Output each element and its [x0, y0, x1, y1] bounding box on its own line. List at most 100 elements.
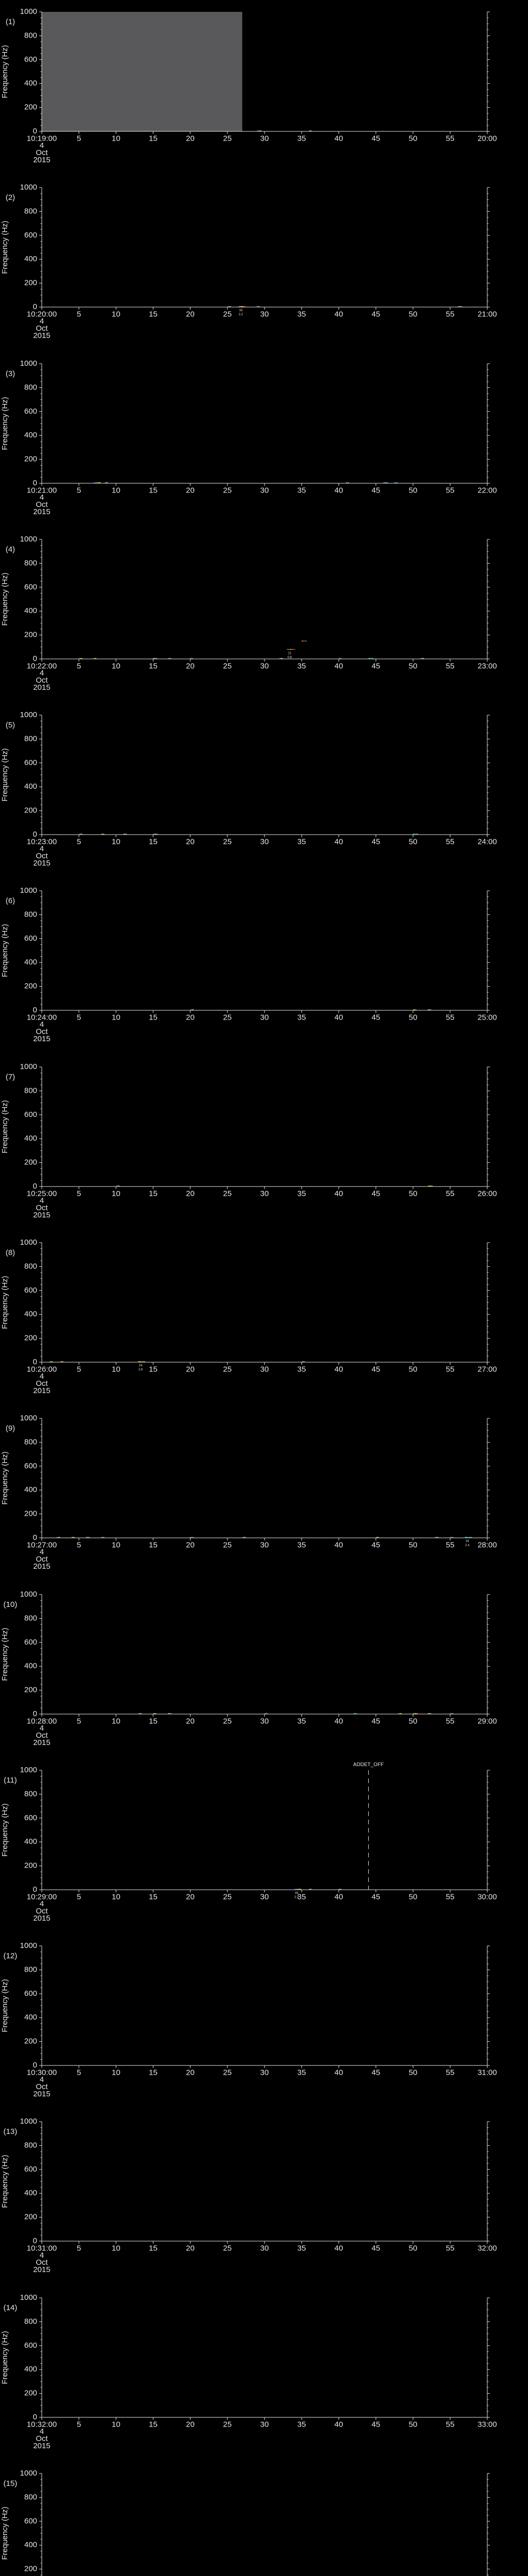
svg-text:20: 20: [186, 1717, 195, 1725]
svg-text:200: 200: [24, 454, 37, 463]
svg-text:25: 25: [223, 134, 232, 143]
svg-text:(9): (9): [6, 1424, 15, 1433]
svg-text:20: 20: [186, 662, 195, 670]
svg-text:50: 50: [409, 2068, 418, 2077]
svg-text:40: 40: [335, 1541, 343, 1550]
svg-text:45: 45: [372, 662, 381, 670]
svg-text:200: 200: [24, 1685, 37, 1694]
svg-text:800: 800: [24, 1789, 37, 1798]
svg-text:35: 35: [298, 2244, 306, 2253]
svg-text:2015: 2015: [33, 1914, 50, 1923]
svg-text:10: 10: [112, 1189, 121, 1198]
svg-text:10: 10: [112, 2244, 121, 2253]
svg-text:15: 15: [149, 1541, 158, 1550]
svg-text:1000: 1000: [20, 2469, 37, 2478]
svg-text:200: 200: [24, 1861, 37, 1870]
svg-text:30: 30: [260, 1541, 269, 1550]
svg-text:30: 30: [260, 134, 269, 143]
svg-text:400: 400: [24, 431, 37, 439]
svg-text:0.8: 0.8: [288, 656, 292, 659]
svg-text:20: 20: [186, 2244, 195, 2253]
svg-text:800: 800: [24, 1086, 37, 1095]
svg-text:45: 45: [372, 1892, 381, 1901]
svg-text:11: 11: [288, 652, 292, 655]
svg-text:40: 40: [335, 838, 343, 846]
svg-text:10: 10: [112, 486, 121, 495]
svg-text:40: 40: [335, 1365, 343, 1374]
svg-text:2015: 2015: [33, 2441, 50, 2450]
svg-text:400: 400: [24, 782, 37, 791]
svg-text:1000: 1000: [20, 1766, 37, 1774]
svg-text:400: 400: [24, 2013, 37, 2022]
svg-text:5: 5: [77, 662, 81, 670]
svg-text:5: 5: [77, 1189, 81, 1198]
svg-text:2015: 2015: [33, 2265, 50, 2274]
svg-text:10: 10: [112, 1365, 121, 1374]
svg-text:(12): (12): [4, 1952, 18, 1960]
svg-text:30:00: 30:00: [477, 1892, 497, 1901]
svg-text:600: 600: [24, 1814, 37, 1822]
svg-text:800: 800: [24, 2141, 37, 2150]
svg-text:1000: 1000: [20, 2293, 37, 2302]
svg-text:600: 600: [24, 2165, 37, 2174]
svg-text:55: 55: [446, 662, 455, 670]
svg-text:50: 50: [409, 2420, 418, 2429]
svg-text:15: 15: [149, 1189, 158, 1198]
svg-text:50: 50: [409, 134, 418, 143]
svg-text:45: 45: [372, 1013, 381, 1022]
svg-text:25: 25: [223, 1541, 232, 1550]
svg-text:10: 10: [112, 838, 121, 846]
svg-text:1000: 1000: [20, 2117, 37, 2126]
svg-text:15: 15: [149, 2244, 158, 2253]
svg-text:55: 55: [446, 838, 455, 846]
svg-text:2015: 2015: [33, 156, 50, 164]
svg-text:35: 35: [298, 2420, 306, 2429]
svg-text:2015: 2015: [33, 683, 50, 692]
svg-text:200: 200: [24, 1510, 37, 1518]
svg-text:400: 400: [24, 2189, 37, 2198]
svg-text:200: 200: [24, 982, 37, 991]
svg-text:55: 55: [446, 1717, 455, 1725]
svg-text:600: 600: [24, 2341, 37, 2349]
svg-text:5: 5: [77, 2068, 81, 2077]
svg-text:50: 50: [409, 838, 418, 846]
svg-text:45: 45: [372, 2420, 381, 2429]
svg-text:800: 800: [24, 1965, 37, 1974]
svg-text:40: 40: [335, 2068, 343, 2077]
svg-text:15: 15: [149, 2068, 158, 2077]
svg-text:400: 400: [24, 2365, 37, 2374]
svg-text:600: 600: [24, 1989, 37, 1998]
svg-text:35: 35: [298, 486, 306, 495]
svg-text:25: 25: [223, 2244, 232, 2253]
svg-text:25: 25: [223, 1013, 232, 1022]
svg-text:30: 30: [260, 2420, 269, 2429]
svg-text:10: 10: [112, 1892, 121, 1901]
svg-text:16: 16: [239, 309, 243, 312]
svg-text:25: 25: [223, 1365, 232, 1374]
svg-text:15: 15: [149, 310, 158, 319]
svg-text:25: 25: [223, 662, 232, 670]
svg-text:(6): (6): [6, 896, 15, 905]
svg-text:400: 400: [24, 1837, 37, 1846]
svg-text:200: 200: [24, 2037, 37, 2046]
svg-text:5: 5: [77, 2244, 81, 2253]
svg-text:10: 10: [112, 1013, 121, 1022]
svg-text:45: 45: [372, 1189, 381, 1198]
svg-text:30: 30: [260, 1365, 269, 1374]
svg-text:5: 5: [77, 2420, 81, 2429]
svg-text:600: 600: [24, 1110, 37, 1118]
svg-text:32:00: 32:00: [477, 2244, 497, 2253]
svg-text:1000: 1000: [20, 1062, 37, 1071]
svg-text:55: 55: [446, 1365, 455, 1374]
svg-text:35: 35: [298, 1541, 306, 1550]
svg-text:400: 400: [24, 1134, 37, 1143]
svg-text:Frequency (Hz): Frequency (Hz): [1, 924, 9, 977]
svg-text:1000: 1000: [20, 535, 37, 544]
svg-text:40: 40: [335, 2420, 343, 2429]
svg-text:400: 400: [24, 1662, 37, 1670]
svg-text:Frequency (Hz): Frequency (Hz): [1, 221, 9, 274]
svg-text:Frequency (Hz): Frequency (Hz): [1, 2331, 9, 2384]
svg-text:55: 55: [446, 2420, 455, 2429]
svg-text:27:00: 27:00: [477, 1365, 497, 1374]
svg-text:20: 20: [186, 1541, 195, 1550]
